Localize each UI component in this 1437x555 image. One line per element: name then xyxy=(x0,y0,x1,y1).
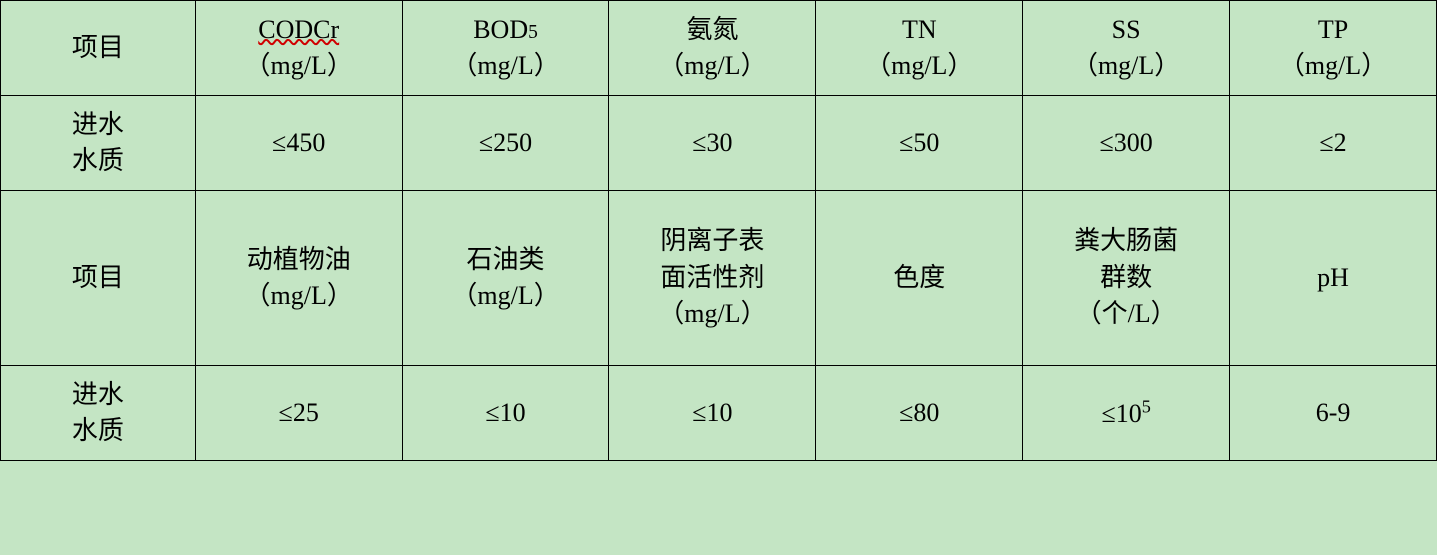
cell-line2: （mg/L） xyxy=(245,51,353,80)
cell-text: 色度 xyxy=(893,263,945,292)
cell-line1: 石油类 xyxy=(467,245,545,274)
cell-text: ≤10 xyxy=(485,398,525,427)
cell-text: 项目 xyxy=(72,33,124,62)
cell-line2: 面活性剂 xyxy=(660,263,764,292)
header-cell: BOD5 （mg/L） xyxy=(402,1,609,96)
cell-line2: （mg/L） xyxy=(1279,51,1387,80)
cell-line2: （mg/L） xyxy=(658,51,766,80)
data-cell: ≤450 xyxy=(195,96,402,191)
table-row-data2: 进水 水质 ≤25 ≤10 ≤10 ≤80 ≤105 6-9 xyxy=(1,366,1437,461)
cell-line1: TP xyxy=(1318,15,1348,44)
cell-line2: （mg/L） xyxy=(245,281,353,310)
cell-text: ≤80 xyxy=(899,398,939,427)
cell-text: ≤25 xyxy=(279,398,319,427)
header-cell: pH xyxy=(1230,191,1437,366)
cell-line2: 水质 xyxy=(72,416,124,445)
header-cell: 色度 xyxy=(816,191,1023,366)
data-cell: ≤30 xyxy=(609,96,816,191)
data-cell: ≤10 xyxy=(402,366,609,461)
cell-line1: 动植物油 xyxy=(247,245,351,274)
data-cell: ≤250 xyxy=(402,96,609,191)
table-row-data1: 进水 水质 ≤450 ≤250 ≤30 ≤50 ≤300 ≤2 xyxy=(1,96,1437,191)
header-cell: 动植物油 （mg/L） xyxy=(195,191,402,366)
cell-text: ≤2 xyxy=(1319,128,1346,157)
data-cell: ≤50 xyxy=(816,96,1023,191)
cell-text: ≤10 xyxy=(692,398,732,427)
cell-line2: （mg/L） xyxy=(451,281,559,310)
cell-line1: TN xyxy=(902,15,937,44)
cell-text: pH xyxy=(1317,263,1349,292)
header-cell: 项目 xyxy=(1,1,196,96)
table-row-header2: 项目 动植物油 （mg/L） 石油类 （mg/L） 阴离子表 面活性剂 （mg/… xyxy=(1,191,1437,366)
cell-text: ≤30 xyxy=(692,128,732,157)
cell-line2: （mg/L） xyxy=(1072,51,1180,80)
data-cell: 进水 水质 xyxy=(1,96,196,191)
data-cell: ≤10 xyxy=(609,366,816,461)
header-cell: TP （mg/L） xyxy=(1230,1,1437,96)
cell-text: ≤250 xyxy=(479,128,532,157)
cell-line1: BOD5 xyxy=(473,15,538,44)
header-cell: 粪大肠菌 群数 （个/L） xyxy=(1023,191,1230,366)
data-cell: ≤2 xyxy=(1230,96,1437,191)
cell-text: ≤300 xyxy=(1099,128,1152,157)
header-cell: 石油类 （mg/L） xyxy=(402,191,609,366)
cell-line2: 水质 xyxy=(72,146,124,175)
header-cell: TN （mg/L） xyxy=(816,1,1023,96)
cell-text-sup: ≤105 xyxy=(1101,399,1150,428)
cell-line1: 粪大肠菌 xyxy=(1074,226,1178,255)
cell-line1: 阴离子表 xyxy=(660,226,764,255)
cell-line3: （mg/L） xyxy=(658,299,766,328)
data-cell: 6-9 xyxy=(1230,366,1437,461)
header-cell: SS （mg/L） xyxy=(1023,1,1230,96)
cell-text: 6-9 xyxy=(1316,398,1351,427)
header-cell: CODCr （mg/L） xyxy=(195,1,402,96)
data-cell: 进水 水质 xyxy=(1,366,196,461)
header-cell: 阴离子表 面活性剂 （mg/L） xyxy=(609,191,816,366)
cell-line2: （mg/L） xyxy=(865,51,973,80)
header-cell: 氨氮 （mg/L） xyxy=(609,1,816,96)
cell-text: ≤450 xyxy=(272,128,325,157)
cell-line2: 群数 xyxy=(1100,263,1152,292)
data-cell: ≤300 xyxy=(1023,96,1230,191)
table-row-header1: 项目 CODCr （mg/L） BOD5 （mg/L） 氨氮 （mg/L） TN… xyxy=(1,1,1437,96)
cell-line1: 氨氮 xyxy=(686,15,738,44)
cell-line1: 进水 xyxy=(72,110,124,139)
data-cell: ≤80 xyxy=(816,366,1023,461)
data-cell: ≤105 xyxy=(1023,366,1230,461)
cell-line2: （mg/L） xyxy=(451,51,559,80)
cell-text: 项目 xyxy=(72,263,124,292)
cell-text: ≤50 xyxy=(899,128,939,157)
water-quality-table: 项目 CODCr （mg/L） BOD5 （mg/L） 氨氮 （mg/L） TN… xyxy=(0,0,1437,461)
cell-line1: 进水 xyxy=(72,380,124,409)
data-cell: ≤25 xyxy=(195,366,402,461)
cell-line3: （个/L） xyxy=(1076,299,1177,328)
cell-line1: SS xyxy=(1112,15,1141,44)
cell-line1: CODCr xyxy=(258,15,339,44)
header-cell: 项目 xyxy=(1,191,196,366)
